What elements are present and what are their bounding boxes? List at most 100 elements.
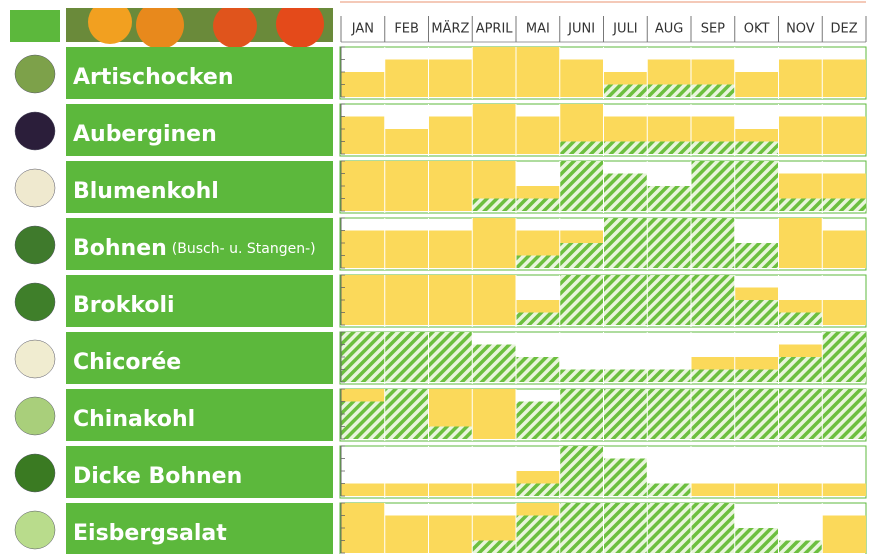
import-bar bbox=[516, 117, 560, 155]
import-bar bbox=[429, 484, 473, 497]
local-bar bbox=[647, 275, 691, 325]
local-bar bbox=[647, 186, 691, 211]
import-bar bbox=[429, 161, 473, 211]
local-bar bbox=[779, 541, 823, 554]
local-bar bbox=[560, 161, 604, 211]
local-bar bbox=[516, 313, 560, 326]
row-name: Chicorée bbox=[73, 350, 181, 375]
import-bar bbox=[429, 516, 473, 554]
local-bar bbox=[691, 389, 735, 439]
row-label: Eisbergsalat bbox=[73, 521, 227, 546]
local-bar bbox=[735, 389, 779, 439]
local-bar bbox=[691, 218, 735, 268]
import-bar bbox=[472, 47, 516, 97]
local-bar bbox=[560, 370, 604, 383]
row-name: Eisbergsalat bbox=[73, 521, 227, 546]
local-bar bbox=[822, 389, 866, 439]
import-bar bbox=[822, 117, 866, 155]
local-bar bbox=[779, 357, 823, 382]
local-bar bbox=[560, 446, 604, 496]
import-bar bbox=[429, 117, 473, 155]
import-bar bbox=[779, 218, 823, 268]
vegetable-icon bbox=[15, 55, 55, 93]
import-bar bbox=[472, 218, 516, 268]
row-name: Auberginen bbox=[73, 122, 217, 147]
row-label: Blumenkohl bbox=[73, 179, 219, 204]
month-label: JAN bbox=[351, 22, 374, 37]
import-bar bbox=[691, 484, 735, 497]
local-bar bbox=[735, 161, 779, 211]
local-bar bbox=[516, 256, 560, 269]
month-label: OKT bbox=[744, 22, 770, 37]
month-label: APRIL bbox=[476, 22, 514, 37]
page: JANFEBMÄRZAPRILMAIJUNIJULIAUGSEPOKTNOVDE… bbox=[0, 0, 876, 554]
local-bar bbox=[516, 516, 560, 554]
import-bar bbox=[472, 389, 516, 439]
local-bar bbox=[647, 142, 691, 155]
local-bar bbox=[779, 313, 823, 326]
local-bar bbox=[647, 218, 691, 268]
local-bar bbox=[604, 174, 648, 212]
local-bar bbox=[385, 389, 429, 439]
import-bar bbox=[516, 47, 560, 97]
import-bar bbox=[385, 231, 429, 269]
row-label: Chicorée bbox=[73, 350, 181, 375]
import-bar bbox=[341, 72, 385, 97]
row-label: Brokkoli bbox=[73, 293, 175, 318]
local-bar bbox=[385, 332, 429, 382]
local-bar bbox=[604, 85, 648, 98]
local-bar bbox=[560, 275, 604, 325]
import-bar bbox=[385, 516, 429, 554]
local-bar bbox=[735, 528, 779, 553]
import-bar bbox=[341, 117, 385, 155]
local-bar bbox=[341, 402, 385, 440]
month-label: AUG bbox=[655, 22, 683, 37]
local-bar bbox=[647, 370, 691, 383]
row-subname: (Busch- u. Stangen-) bbox=[172, 241, 316, 257]
header-image bbox=[66, 0, 333, 49]
local-bar bbox=[560, 503, 604, 553]
import-bar bbox=[385, 60, 429, 98]
local-bar bbox=[604, 370, 648, 383]
chart: JANFEBMÄRZAPRILMAIJUNIJULIAUGSEPOKTNOVDE… bbox=[0, 0, 876, 554]
vegetable-icon bbox=[15, 340, 55, 378]
local-bar bbox=[735, 243, 779, 268]
import-bar bbox=[822, 300, 866, 325]
month-label: MAI bbox=[526, 22, 550, 37]
local-bar bbox=[516, 402, 560, 440]
local-bar bbox=[604, 389, 648, 439]
import-bar bbox=[779, 60, 823, 98]
local-bar bbox=[560, 142, 604, 155]
import-bar bbox=[822, 60, 866, 98]
import-bar bbox=[341, 275, 385, 325]
local-bar bbox=[691, 275, 735, 325]
import-bar bbox=[385, 161, 429, 211]
local-bar bbox=[647, 389, 691, 439]
row-label: Dicke Bohnen bbox=[73, 464, 242, 489]
vegetable-icon bbox=[15, 454, 55, 492]
import-bar bbox=[735, 484, 779, 497]
row-name: Artischocken bbox=[73, 65, 234, 90]
local-bar bbox=[735, 142, 779, 155]
local-bar bbox=[647, 484, 691, 497]
import-bar bbox=[341, 484, 385, 497]
row-name: Bohnen bbox=[73, 236, 167, 261]
vegetable-icon bbox=[15, 397, 55, 435]
local-bar bbox=[516, 484, 560, 497]
local-bar bbox=[735, 300, 779, 325]
row-name: Brokkoli bbox=[73, 293, 175, 318]
month-label: SEP bbox=[701, 22, 725, 37]
import-bar bbox=[779, 484, 823, 497]
month-label: FEB bbox=[394, 22, 419, 37]
local-bar bbox=[691, 503, 735, 553]
local-bar bbox=[647, 85, 691, 98]
local-bar bbox=[691, 370, 735, 383]
local-bar bbox=[691, 142, 735, 155]
import-bar bbox=[822, 231, 866, 269]
local-bar bbox=[779, 199, 823, 212]
month-label: DEZ bbox=[831, 22, 858, 37]
vegetable-icon bbox=[15, 226, 55, 264]
vegetable-icon bbox=[15, 283, 55, 321]
local-bar bbox=[604, 503, 648, 553]
local-bar bbox=[516, 357, 560, 382]
